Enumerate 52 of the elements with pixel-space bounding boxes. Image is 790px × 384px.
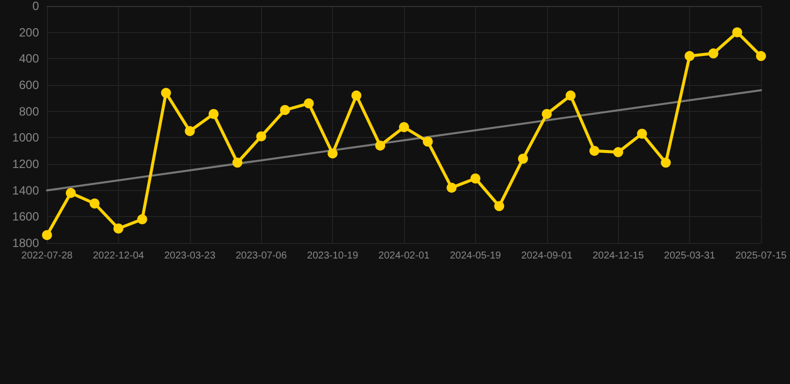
point xyxy=(66,188,76,198)
point xyxy=(90,198,100,208)
y-tick-label: 1000 xyxy=(12,130,40,145)
y-tick-label: 600 xyxy=(18,78,40,92)
x-tick-label: 2022-07-28 xyxy=(21,250,74,262)
point xyxy=(375,140,386,151)
point xyxy=(137,214,148,224)
x-tick-label: 2024-12-15 xyxy=(592,250,644,262)
x-tick-label: 2025-03-31 xyxy=(664,250,716,262)
y-tick-label: 200 xyxy=(18,25,40,40)
point xyxy=(113,224,124,234)
point xyxy=(494,201,504,212)
point xyxy=(518,154,528,164)
y-tick-label: 0 xyxy=(32,0,40,13)
point xyxy=(470,173,480,184)
point xyxy=(660,158,671,168)
point xyxy=(542,108,552,119)
point xyxy=(684,51,695,62)
point xyxy=(328,148,338,158)
point xyxy=(756,51,766,62)
point xyxy=(256,131,266,142)
x-tick-label: 2022-12-04 xyxy=(92,250,144,262)
point xyxy=(280,105,290,116)
y-tick-label: 1800 xyxy=(12,236,40,250)
x-tick-label: 2024-02-01 xyxy=(378,250,430,262)
x-tick-label: 2023-03-23 xyxy=(164,250,216,262)
point xyxy=(208,108,219,119)
y-tick-label: 1600 xyxy=(12,210,40,224)
x-tick-label: 2023-10-19 xyxy=(307,250,359,262)
y-tick-label: 1200 xyxy=(12,157,40,171)
point xyxy=(708,48,718,58)
point xyxy=(589,146,600,156)
x-tick-label: 2023-07-06 xyxy=(236,250,288,262)
x-tick-label: 2025-07-15 xyxy=(735,250,788,262)
point xyxy=(566,90,576,101)
point xyxy=(637,128,647,139)
point xyxy=(422,136,433,147)
point xyxy=(42,230,52,240)
point xyxy=(184,126,195,136)
point xyxy=(446,182,457,193)
x-tick-label: 2024-09-01 xyxy=(521,250,573,262)
y-tick-label: 800 xyxy=(18,104,40,118)
point xyxy=(161,88,171,98)
point xyxy=(399,122,409,132)
point xyxy=(304,98,314,108)
point xyxy=(732,27,742,38)
point xyxy=(351,90,362,101)
point xyxy=(232,158,242,168)
x-tick-label: 2024-05-19 xyxy=(450,250,502,262)
y-tick-label: 1400 xyxy=(12,183,40,198)
y-tick-label: 400 xyxy=(18,52,40,66)
point xyxy=(613,147,624,158)
